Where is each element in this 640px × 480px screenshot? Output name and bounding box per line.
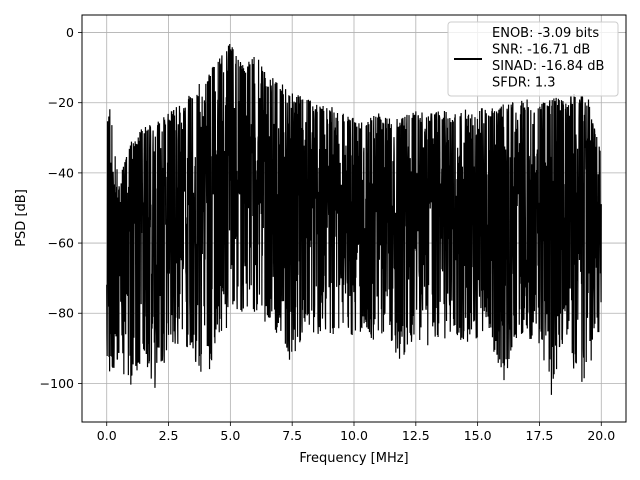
legend-label: ENOB: -3.09 bits SNR: -16.71 dB SINAD: -16… [492,26,604,91]
x-tick-label: 5.0 [220,428,240,443]
y-tick-label: 0 [66,25,74,40]
x-tick-label: 17.5 [526,428,554,443]
x-axis-ticks: 0.0 2.5 5.0 7.5 10.0 12.5 15.0 17.5 20.0 [97,422,615,443]
legend-label-line: SFDR: 1.3 [492,76,556,91]
y-axis-ticks: 0 −20 −40 −60 −80 −100 [40,25,82,391]
plot-area [106,44,602,395]
y-tick-label: −60 [48,236,74,251]
x-axis-label: Frequency [MHz] [299,451,408,466]
x-tick-label: 12.5 [402,428,430,443]
x-tick-label: 20.0 [587,428,615,443]
y-tick-label: −80 [48,306,74,321]
legend-box [447,21,619,97]
y-tick-label: −100 [40,376,74,391]
x-tick-label: 2.5 [159,428,179,443]
psd-series-line [106,44,602,395]
x-tick-label: 0.0 [97,428,117,443]
x-tick-label: 10.0 [340,428,368,443]
legend-label-line: ENOB: -3.09 bits [492,26,599,41]
y-tick-label: −20 [48,95,74,110]
legend-label-line: SNR: -16.71 dB [492,43,590,58]
y-tick-label: −40 [48,165,74,180]
x-tick-label: 15.0 [464,428,492,443]
legend-label-line: SINAD: -16.84 dB [492,59,604,74]
x-tick-label: 7.5 [282,428,302,443]
y-axis-label: PSD [dB] [14,189,29,247]
legend: ENOB: -3.09 bits SNR: -16.71 dB SINAD: -16… [447,21,619,97]
